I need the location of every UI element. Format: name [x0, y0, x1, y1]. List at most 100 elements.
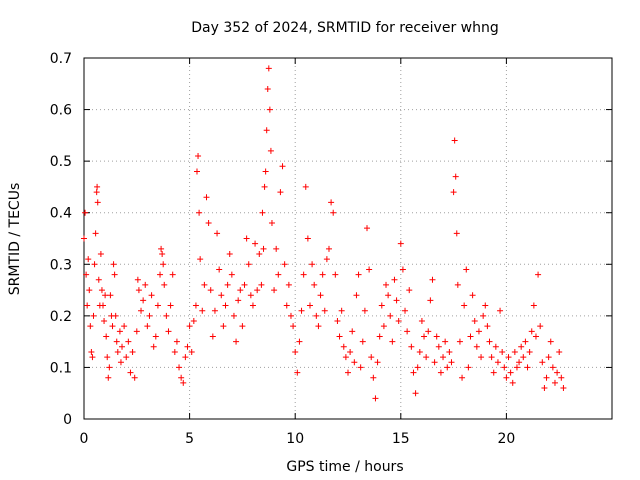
data-point	[391, 276, 398, 283]
data-point	[539, 359, 546, 366]
data-point	[112, 312, 119, 319]
data-point	[473, 343, 480, 350]
data-point	[142, 281, 149, 288]
data-point	[372, 395, 379, 402]
data-point	[116, 328, 123, 335]
data-point	[86, 287, 93, 294]
data-point	[319, 271, 326, 278]
data-point	[171, 348, 178, 355]
data-point	[554, 369, 561, 376]
x-tick-label: 10	[286, 431, 304, 447]
data-point	[114, 348, 121, 355]
data-point	[125, 338, 132, 345]
data-point	[218, 292, 225, 299]
data-point	[383, 281, 390, 288]
data-point	[353, 292, 360, 299]
data-point	[357, 364, 364, 371]
data-point	[285, 281, 292, 288]
data-point	[399, 266, 406, 273]
data-point	[444, 364, 451, 371]
data-point	[82, 209, 89, 216]
grid-lines	[84, 58, 612, 419]
data-point	[87, 323, 94, 330]
data-point	[296, 338, 303, 345]
data-point	[290, 323, 297, 330]
y-tick-label: 0.4	[50, 206, 72, 222]
data-point	[330, 209, 337, 216]
data-point	[254, 287, 261, 294]
data-point	[366, 266, 373, 273]
data-point	[511, 348, 518, 355]
data-point	[427, 297, 434, 304]
data-point	[152, 333, 159, 340]
data-point	[277, 189, 284, 196]
data-point	[334, 318, 341, 325]
data-point	[260, 245, 267, 252]
data-point	[518, 343, 525, 350]
data-point	[264, 85, 271, 92]
data-point	[190, 318, 197, 325]
data-point	[201, 281, 208, 288]
data-point	[247, 292, 254, 299]
data-point	[81, 235, 87, 242]
data-point	[188, 348, 195, 355]
x-tick-labels: 0 5 10 15 20	[80, 431, 516, 447]
data-point	[463, 266, 470, 273]
data-point	[317, 292, 324, 299]
data-point	[144, 323, 151, 330]
data-point	[193, 168, 200, 175]
data-point	[355, 271, 362, 278]
data-point	[440, 354, 447, 361]
data-point	[100, 302, 107, 309]
data-point	[267, 147, 274, 154]
y-tick-labels: 0 0.1 0.2 0.3 0.4 0.5 0.6 0.7	[50, 51, 72, 428]
data-point	[203, 194, 210, 201]
data-point	[237, 287, 244, 294]
data-point	[446, 348, 453, 355]
data-point	[376, 333, 383, 340]
data-point	[90, 312, 97, 319]
data-point	[488, 354, 495, 361]
y-tick-label: 0.5	[50, 154, 72, 170]
data-point	[273, 245, 280, 252]
data-point	[111, 271, 118, 278]
data-point	[429, 276, 436, 283]
data-point	[328, 199, 335, 206]
data-point	[129, 348, 136, 355]
data-point	[167, 302, 174, 309]
data-point	[442, 338, 449, 345]
data-point	[528, 328, 535, 335]
data-point	[560, 385, 567, 392]
data-point	[465, 364, 472, 371]
data-point	[283, 302, 290, 309]
data-point	[113, 338, 120, 345]
data-point	[298, 307, 305, 314]
data-point	[469, 292, 476, 299]
data-point	[157, 271, 164, 278]
data-point	[351, 359, 358, 366]
data-point	[448, 359, 455, 366]
data-point	[342, 354, 349, 361]
data-point	[146, 312, 153, 319]
data-point	[370, 374, 377, 381]
data-point	[102, 292, 109, 299]
x-tick-label: 0	[80, 431, 89, 447]
data-point	[410, 369, 417, 376]
data-point	[451, 137, 458, 144]
data-point	[184, 343, 191, 350]
x-axis-label: GPS time / hours	[286, 459, 403, 475]
data-point	[104, 354, 111, 361]
x-tick-label: 5	[185, 431, 194, 447]
data-point	[233, 338, 240, 345]
data-point	[133, 328, 140, 335]
data-point	[492, 343, 499, 350]
data-point	[259, 209, 266, 216]
data-point	[199, 307, 206, 314]
data-point	[271, 287, 278, 294]
data-point	[150, 343, 157, 350]
data-point	[121, 323, 128, 330]
data-point	[412, 390, 419, 397]
data-point	[558, 374, 565, 381]
data-point	[266, 106, 273, 113]
y-tick-label: 0	[63, 412, 72, 428]
